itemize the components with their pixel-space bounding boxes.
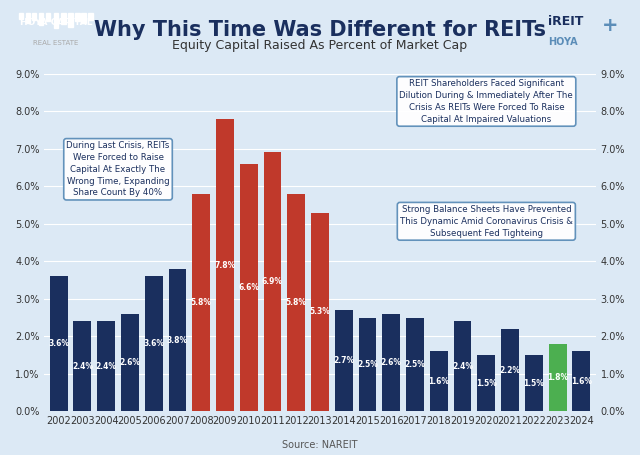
Bar <box>97 321 115 411</box>
Bar <box>382 314 400 411</box>
Bar <box>430 351 448 411</box>
Text: 5.8%: 5.8% <box>285 298 307 307</box>
Text: 2.2%: 2.2% <box>500 366 520 374</box>
Text: 6.6%: 6.6% <box>238 283 259 292</box>
Text: 2.7%: 2.7% <box>333 356 355 365</box>
Bar <box>358 318 376 411</box>
Bar <box>572 351 590 411</box>
Text: 3.6%: 3.6% <box>143 339 164 349</box>
Text: 2.4%: 2.4% <box>95 362 116 371</box>
Text: 5.8%: 5.8% <box>191 298 212 307</box>
Bar <box>168 269 186 411</box>
Bar <box>454 321 472 411</box>
Bar <box>32 13 36 20</box>
Bar <box>38 13 43 25</box>
Bar <box>477 355 495 411</box>
Bar <box>501 329 519 411</box>
Bar <box>50 276 68 411</box>
Bar <box>61 13 66 24</box>
Text: 7.8%: 7.8% <box>214 261 236 269</box>
Text: 3.6%: 3.6% <box>48 339 69 349</box>
Text: 5.3%: 5.3% <box>310 308 330 317</box>
Text: Equity Capital Raised As Percent of Market Cap: Equity Capital Raised As Percent of Mark… <box>172 39 468 52</box>
Bar <box>525 355 543 411</box>
Bar <box>192 194 210 411</box>
Text: HOYA CAPITAL: HOYA CAPITAL <box>20 18 92 27</box>
Bar <box>54 13 58 28</box>
Text: REAL ESTATE: REAL ESTATE <box>33 40 79 46</box>
Bar <box>88 13 93 20</box>
Text: 1.6%: 1.6% <box>571 377 592 386</box>
Text: 2.6%: 2.6% <box>120 358 140 367</box>
Text: 1.5%: 1.5% <box>524 379 544 388</box>
Text: 2.5%: 2.5% <box>404 360 426 369</box>
Text: During Last Crisis, REITs
Were Forced to Raise
Capital At Exactly The
Wrong Time: During Last Crisis, REITs Were Forced to… <box>67 141 170 197</box>
Bar <box>287 194 305 411</box>
Bar <box>81 13 86 23</box>
Text: 2.4%: 2.4% <box>72 362 93 371</box>
Text: 2.5%: 2.5% <box>357 360 378 369</box>
Bar <box>121 314 139 411</box>
Text: Strong Balance Sheets Have Prevented
This Dynamic Amid Coronavirus Crisis &
Subs: Strong Balance Sheets Have Prevented Thi… <box>400 205 573 238</box>
Bar <box>264 152 282 411</box>
Text: 2.6%: 2.6% <box>381 358 402 367</box>
Text: Source: NAREIT: Source: NAREIT <box>282 440 358 450</box>
Text: 1.5%: 1.5% <box>476 379 497 388</box>
Bar <box>335 310 353 411</box>
Bar <box>216 119 234 411</box>
Bar <box>19 13 23 20</box>
Text: 1.8%: 1.8% <box>547 373 568 382</box>
Bar <box>145 276 163 411</box>
Bar <box>311 212 329 411</box>
Text: REIT Shareholders Faced Significant
Dilution During & Immediately After The
Cris: REIT Shareholders Faced Significant Dilu… <box>399 79 573 124</box>
Bar <box>76 13 80 21</box>
Text: 6.9%: 6.9% <box>262 278 283 287</box>
Bar <box>74 321 92 411</box>
Text: iREIT: iREIT <box>548 15 584 28</box>
Bar <box>45 13 50 21</box>
Text: +: + <box>602 15 619 35</box>
Text: Why This Time Was Different for REITs: Why This Time Was Different for REITs <box>94 20 546 40</box>
Bar <box>406 318 424 411</box>
Text: 1.6%: 1.6% <box>428 377 449 386</box>
Bar <box>26 13 30 22</box>
Text: 2.4%: 2.4% <box>452 362 473 371</box>
Text: 3.8%: 3.8% <box>167 336 188 344</box>
Bar <box>68 13 73 27</box>
Bar <box>240 164 258 411</box>
Text: HOYA: HOYA <box>548 37 578 47</box>
Bar <box>548 344 566 411</box>
